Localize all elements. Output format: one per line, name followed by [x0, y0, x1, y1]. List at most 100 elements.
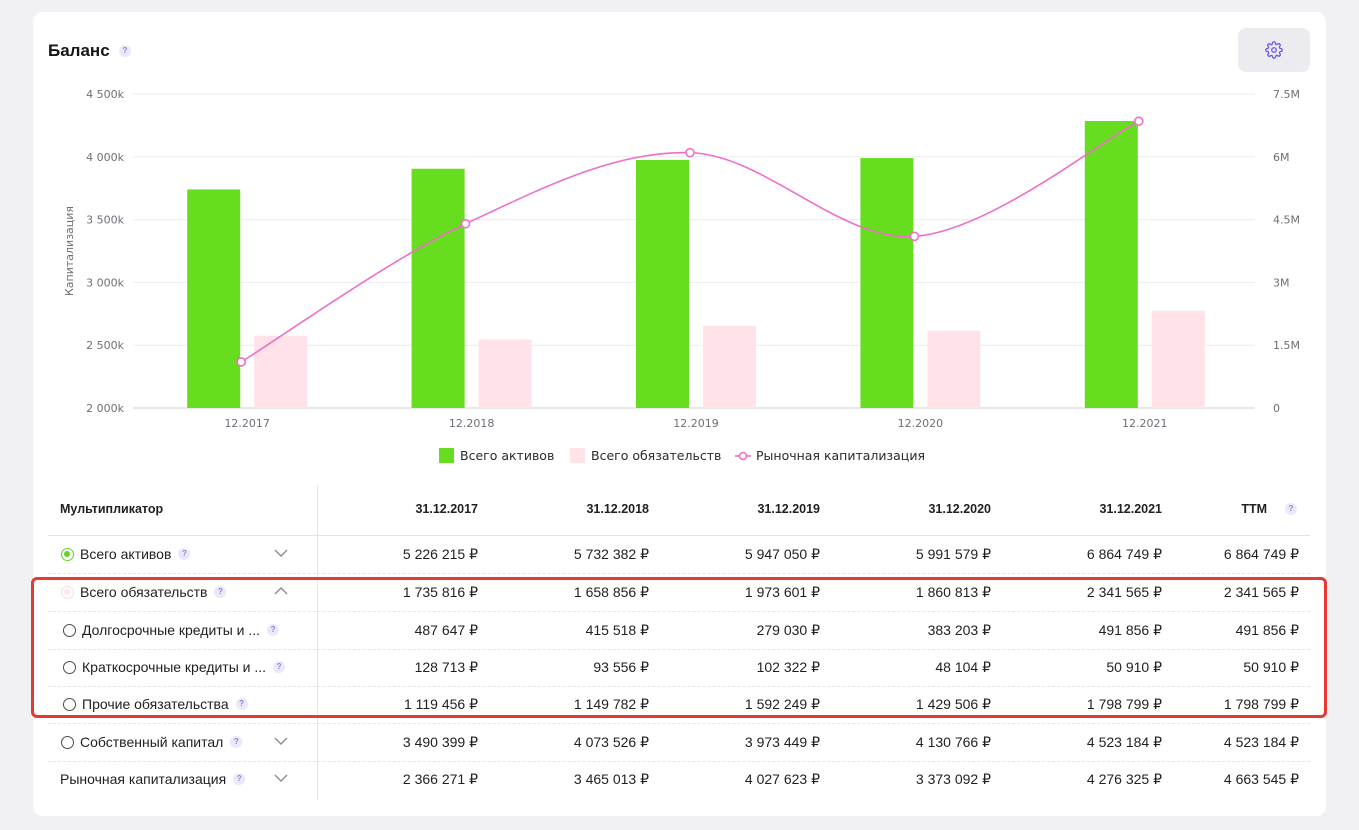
table-cell: 5 732 382 ₽: [573, 546, 649, 562]
table-cell: 415 518 ₽: [585, 622, 649, 638]
table-cell: 491 856 ₽: [1098, 622, 1162, 638]
legend-label-assets: Всего активов: [460, 448, 554, 463]
row-label-cell: Собственный капитал?: [61, 734, 243, 750]
x-tick-label: 12.2017: [224, 417, 270, 430]
table-cell: 1 798 799 ₽: [1086, 696, 1162, 712]
table-row-total-liabilities[interactable]: Всего обязательств? 1 735 816 ₽ 1 658 856 …: [48, 574, 1310, 612]
row-label-cell: Всего обязательств?: [61, 584, 227, 600]
row-label-cell: Прочие обязательства?: [63, 696, 248, 712]
row-radio[interactable]: [61, 735, 74, 749]
gear-icon: [1265, 41, 1283, 59]
bar-total-assets: [860, 158, 914, 408]
table-cell: 3 490 399 ₽: [402, 734, 478, 750]
table-cell: 4 663 545 ₽: [1223, 771, 1299, 787]
legend-swatch-liabilities: [570, 448, 585, 463]
table-cell: 1 798 799 ₽: [1223, 696, 1299, 712]
y-tick-label: 4 000k: [86, 151, 124, 164]
row-radio[interactable]: [61, 585, 74, 599]
table-row-total-assets[interactable]: Всего активов? 5 226 215 ₽ 5 732 382 ₽ 5 94…: [48, 536, 1310, 574]
title-help-icon[interactable]: ?: [119, 45, 131, 57]
chevron-down-icon[interactable]: [274, 773, 288, 783]
y-tick-label: 2 000k: [86, 402, 124, 415]
table-cell: 2 366 271 ₽: [402, 771, 478, 787]
table-cell: 1 149 782 ₽: [573, 696, 649, 712]
row-label-cell: Долгосрочные кредиты и ...?: [63, 622, 280, 638]
column-header-2020: 31.12.2020: [928, 502, 991, 516]
y2-tick-label: 7.5M: [1273, 88, 1300, 101]
row-label: Собственный капитал: [80, 734, 224, 750]
row-label: Прочие обязательства: [82, 696, 229, 712]
bar-total-liabilities: [703, 325, 756, 408]
table-cell: 1 658 856 ₽: [573, 584, 649, 600]
table-cell: 4 073 526 ₽: [573, 734, 649, 750]
row-help-icon[interactable]: ?: [267, 624, 280, 636]
y-tick-label: 3 000k: [86, 276, 124, 289]
column-header-2021: 31.12.2021: [1099, 502, 1162, 516]
chevron-down-icon[interactable]: [274, 736, 288, 746]
table-cell: 5 991 579 ₽: [915, 546, 991, 562]
legend-label-market-cap: Рыночная капитализация: [756, 448, 925, 463]
point-market-cap: [909, 231, 920, 242]
bar-total-liabilities: [478, 339, 532, 408]
chevron-up-icon[interactable]: [274, 586, 288, 596]
point-market-cap: [685, 147, 695, 158]
table-row-other-liabilities[interactable]: Прочие обязательства? 1 119 456 ₽ 1 149 78…: [48, 686, 1310, 724]
settings-button[interactable]: [1238, 28, 1310, 72]
row-label: Долгосрочные кредиты и ...: [82, 622, 261, 638]
table-cell: 1 860 813 ₽: [915, 584, 991, 600]
column-header-2019: 31.12.2019: [757, 502, 820, 516]
row-help-icon[interactable]: ?: [273, 661, 286, 673]
table-cell: 4 523 184 ₽: [1086, 734, 1162, 750]
balance-chart: 2 000k 2 500k 3 000k 3 500k 4 000k 4 500k 0 1.5…: [63, 88, 1300, 463]
table-cell: 4 130 766 ₽: [915, 734, 991, 750]
table-cell: 48 104 ₽: [935, 659, 991, 675]
row-help-icon[interactable]: ?: [233, 773, 246, 785]
y-tick-label: 4 500k: [86, 88, 124, 101]
ttm-help-icon[interactable]: ?: [1285, 503, 1297, 515]
table-cell: 4 027 623 ₽: [744, 771, 820, 787]
x-tick-label: 12.2020: [898, 417, 944, 430]
row-radio[interactable]: [63, 697, 76, 711]
table-header: Мультипликатор 31.12.2017 31.12.2018 31.…: [48, 485, 1310, 536]
table-cell: 3 465 013 ₽: [573, 771, 649, 787]
table-row-short-term-loans[interactable]: Краткосрочные кредиты и ...? 128 713 ₽ 93 …: [48, 649, 1310, 687]
y-tick-label: 2 500k: [86, 339, 124, 352]
y-axis-label: Капитализация: [63, 206, 76, 296]
row-radio[interactable]: [63, 623, 76, 637]
table-cell: 6 864 749 ₽: [1223, 546, 1299, 562]
x-tick-label: 12.2018: [449, 417, 495, 430]
row-help-icon[interactable]: ?: [214, 586, 227, 598]
row-label: Всего активов: [80, 546, 172, 562]
table-cell: 6 864 749 ₽: [1086, 546, 1162, 562]
column-header-multiplier: Мультипликатор: [60, 502, 164, 516]
row-help-icon[interactable]: ?: [178, 548, 191, 560]
row-radio[interactable]: [61, 547, 74, 561]
y2-tick-label: 3M: [1273, 276, 1290, 289]
y-tick-label: 3 500k: [86, 214, 124, 227]
column-header-2017: 31.12.2017: [415, 502, 478, 516]
table-cell: 4 276 325 ₽: [1086, 771, 1162, 787]
table-cell: 487 647 ₽: [414, 622, 478, 638]
bar-total-assets: [411, 168, 465, 408]
row-radio[interactable]: [63, 660, 76, 674]
row-label-cell: Краткосрочные кредиты и ...?: [63, 659, 286, 675]
bar-total-assets: [1084, 121, 1138, 408]
legend-swatch-assets: [439, 448, 454, 463]
legend-label-liabilities: Всего обязательств: [591, 448, 721, 463]
table-cell: 1 735 816 ₽: [402, 584, 478, 600]
table-row-equity[interactable]: Собственный капитал? 3 490 399 ₽ 4 073 526…: [48, 724, 1310, 762]
y2-tick-label: 6M: [1273, 151, 1290, 164]
table-cell: 3 373 092 ₽: [915, 771, 991, 787]
column-header-ttm: TTM: [1241, 502, 1267, 516]
row-help-icon[interactable]: ?: [235, 698, 248, 710]
table-row-market-cap[interactable]: Рыночная капитализация? 2 366 271 ₽ 3 465 …: [48, 761, 1310, 798]
table-cell: 1 973 601 ₽: [744, 584, 820, 600]
table-cell: 50 910 ₽: [1243, 659, 1299, 675]
table-cell: 1 119 456 ₽: [403, 696, 478, 712]
bar-total-liabilities: [1151, 310, 1205, 408]
table-row-long-term-loans[interactable]: Долгосрочные кредиты и ...? 487 647 ₽ 415 …: [48, 612, 1310, 650]
row-help-icon[interactable]: ?: [230, 736, 243, 748]
table-cell: 1 592 249 ₽: [744, 696, 820, 712]
chevron-down-icon[interactable]: [274, 548, 288, 558]
table-cell: 279 030 ₽: [756, 622, 820, 638]
